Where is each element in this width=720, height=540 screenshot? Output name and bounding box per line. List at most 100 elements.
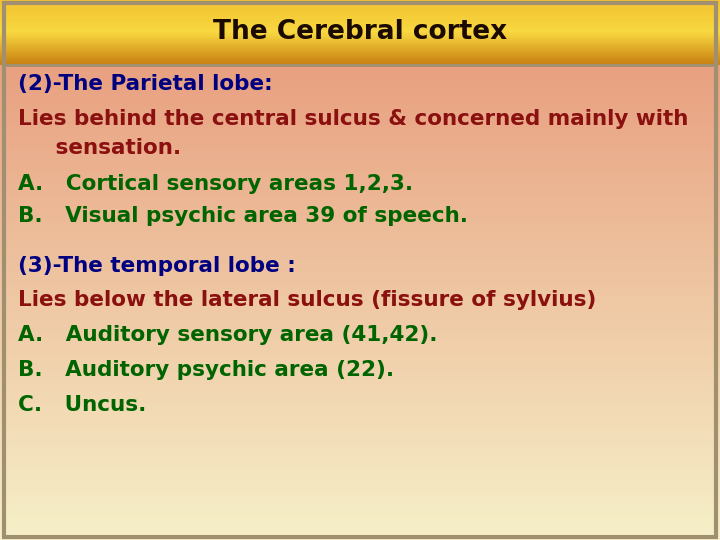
Bar — [0, 3, 720, 4]
Text: Lies below the lateral sulcus (fissure of sylvius): Lies below the lateral sulcus (fissure o… — [18, 289, 596, 310]
Bar — [0, 379, 720, 386]
Bar — [0, 225, 720, 231]
Bar — [0, 260, 720, 267]
Bar — [0, 326, 720, 332]
Bar — [0, 320, 720, 326]
Bar — [0, 50, 720, 52]
Bar — [0, 8, 720, 10]
Bar — [0, 25, 720, 27]
Bar — [0, 17, 720, 18]
Bar — [0, 397, 720, 403]
Bar — [0, 60, 720, 62]
Bar — [0, 361, 720, 368]
Text: The Cerebral cortex: The Cerebral cortex — [213, 19, 507, 45]
Bar — [0, 438, 720, 445]
Bar — [0, 47, 720, 49]
Bar — [0, 56, 720, 57]
Bar — [0, 266, 720, 273]
Bar — [0, 22, 720, 24]
Bar — [0, 433, 720, 439]
Bar — [0, 20, 720, 22]
Bar — [0, 7, 720, 9]
Bar — [0, 462, 720, 469]
Bar — [0, 195, 720, 201]
Bar — [0, 498, 720, 504]
Bar — [0, 46, 720, 48]
Bar — [0, 534, 720, 540]
Bar — [0, 296, 720, 302]
Bar — [0, 177, 720, 184]
Bar — [0, 14, 720, 15]
Bar — [0, 21, 720, 23]
Bar — [0, 201, 720, 207]
Bar — [0, 57, 720, 58]
Bar — [0, 4, 720, 5]
Bar — [0, 36, 720, 38]
Bar — [0, 24, 720, 26]
Bar — [0, 456, 720, 463]
Bar — [0, 64, 720, 71]
Bar — [0, 516, 720, 522]
Bar — [0, 51, 720, 53]
Bar — [0, 159, 720, 166]
Bar — [0, 332, 720, 338]
Bar — [0, 284, 720, 291]
Bar — [0, 415, 720, 421]
Bar — [0, 486, 720, 492]
Bar — [0, 373, 720, 380]
Bar — [0, 136, 720, 142]
Bar — [0, 12, 720, 14]
Bar — [0, 37, 720, 39]
Bar — [0, 70, 720, 77]
Bar — [0, 314, 720, 320]
Bar — [0, 189, 720, 195]
Bar — [0, 492, 720, 498]
Bar — [0, 2, 720, 3]
Bar — [0, 15, 720, 16]
Text: B.   Visual psychic area 39 of speech.: B. Visual psychic area 39 of speech. — [18, 206, 468, 226]
Bar — [0, 100, 720, 106]
Text: B.   Auditory psychic area (22).: B. Auditory psychic area (22). — [18, 360, 394, 380]
Text: A.   Cortical sensory areas 1,2,3.: A. Cortical sensory areas 1,2,3. — [18, 173, 413, 194]
Bar — [0, 522, 720, 528]
Text: A.   Auditory sensory area (41,42).: A. Auditory sensory area (41,42). — [18, 325, 438, 345]
Bar — [0, 31, 720, 32]
Bar — [0, 106, 720, 112]
Bar — [0, 88, 720, 94]
Bar — [0, 39, 720, 41]
Bar — [0, 82, 720, 89]
Bar — [0, 62, 720, 64]
Bar — [0, 11, 720, 13]
Bar — [0, 409, 720, 415]
Bar — [0, 237, 720, 243]
Bar — [0, 58, 720, 59]
Bar — [0, 278, 720, 285]
Bar — [0, 63, 720, 65]
Bar — [0, 118, 720, 124]
Bar — [0, 343, 720, 350]
Bar — [0, 403, 720, 409]
Bar — [0, 153, 720, 160]
Bar — [0, 254, 720, 261]
Bar — [0, 147, 720, 154]
Bar — [0, 38, 720, 40]
Bar — [0, 112, 720, 118]
Bar — [0, 171, 720, 178]
Bar — [0, 231, 720, 237]
Bar — [0, 40, 720, 42]
Bar — [0, 76, 720, 83]
Bar — [0, 18, 720, 19]
Bar — [0, 59, 720, 60]
Bar — [0, 510, 720, 516]
Bar — [0, 207, 720, 213]
Bar — [0, 242, 720, 249]
Bar — [0, 165, 720, 172]
Bar — [0, 272, 720, 279]
Bar — [0, 1, 720, 2]
Bar — [0, 23, 720, 25]
Bar — [0, 16, 720, 17]
Bar — [0, 32, 720, 33]
Bar — [0, 183, 720, 190]
Bar — [0, 0, 720, 1]
Bar — [0, 213, 720, 219]
